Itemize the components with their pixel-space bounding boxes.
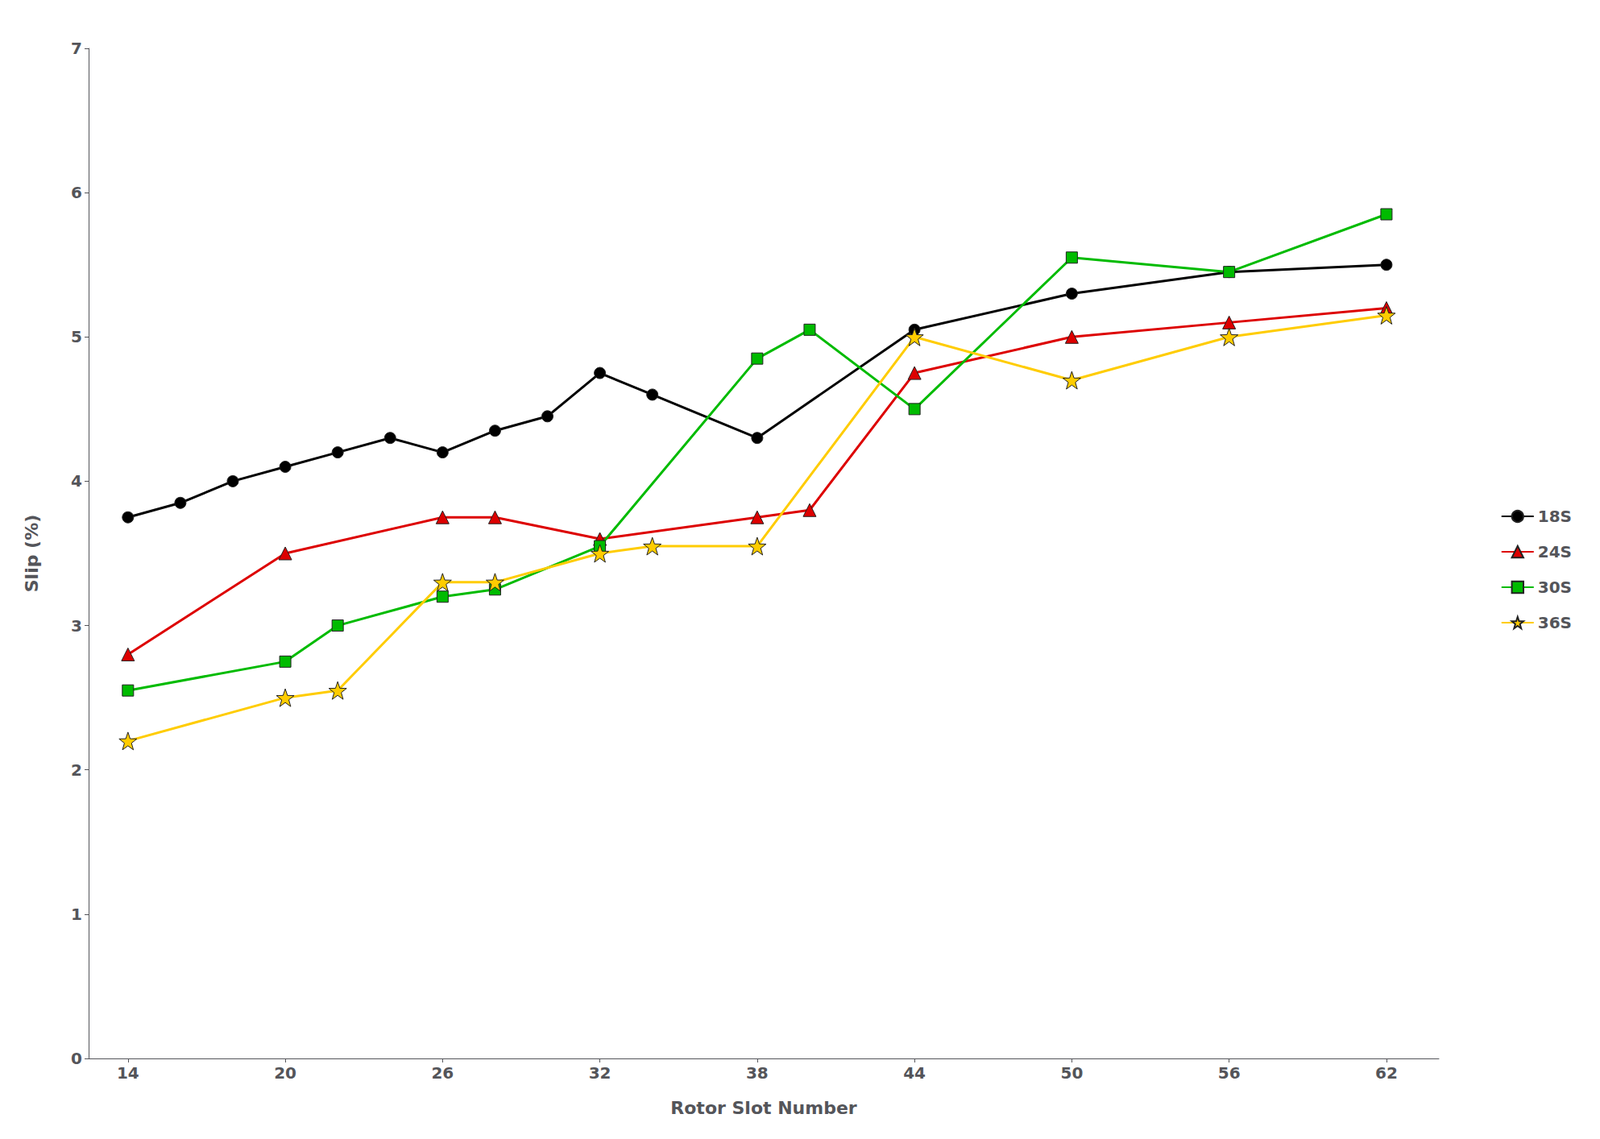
svg-text:14: 14 (116, 1063, 140, 1083)
svg-text:30S: 30S (1537, 577, 1572, 597)
svg-text:24S: 24S (1537, 542, 1572, 562)
svg-text:56: 56 (1218, 1063, 1241, 1083)
svg-text:50: 50 (1060, 1063, 1083, 1083)
svg-text:18S: 18S (1537, 506, 1572, 527)
svg-text:Rotor Slot Number: Rotor Slot Number (670, 1098, 858, 1119)
svg-text:62: 62 (1375, 1063, 1398, 1083)
svg-text:Slip (%): Slip (%) (21, 514, 42, 593)
svg-text:26: 26 (431, 1063, 454, 1083)
svg-text:1: 1 (70, 904, 83, 925)
svg-text:0: 0 (70, 1048, 83, 1069)
svg-text:20: 20 (273, 1063, 297, 1083)
svg-text:38: 38 (746, 1063, 769, 1083)
svg-text:3: 3 (70, 616, 83, 636)
svg-text:4: 4 (70, 471, 83, 491)
svg-text:32: 32 (588, 1063, 612, 1083)
svg-text:2: 2 (70, 760, 83, 780)
svg-text:5: 5 (70, 327, 83, 347)
svg-text:44: 44 (903, 1063, 926, 1083)
svg-text:7: 7 (70, 38, 83, 59)
svg-text:6: 6 (70, 182, 83, 203)
svg-text:36S: 36S (1537, 613, 1572, 633)
